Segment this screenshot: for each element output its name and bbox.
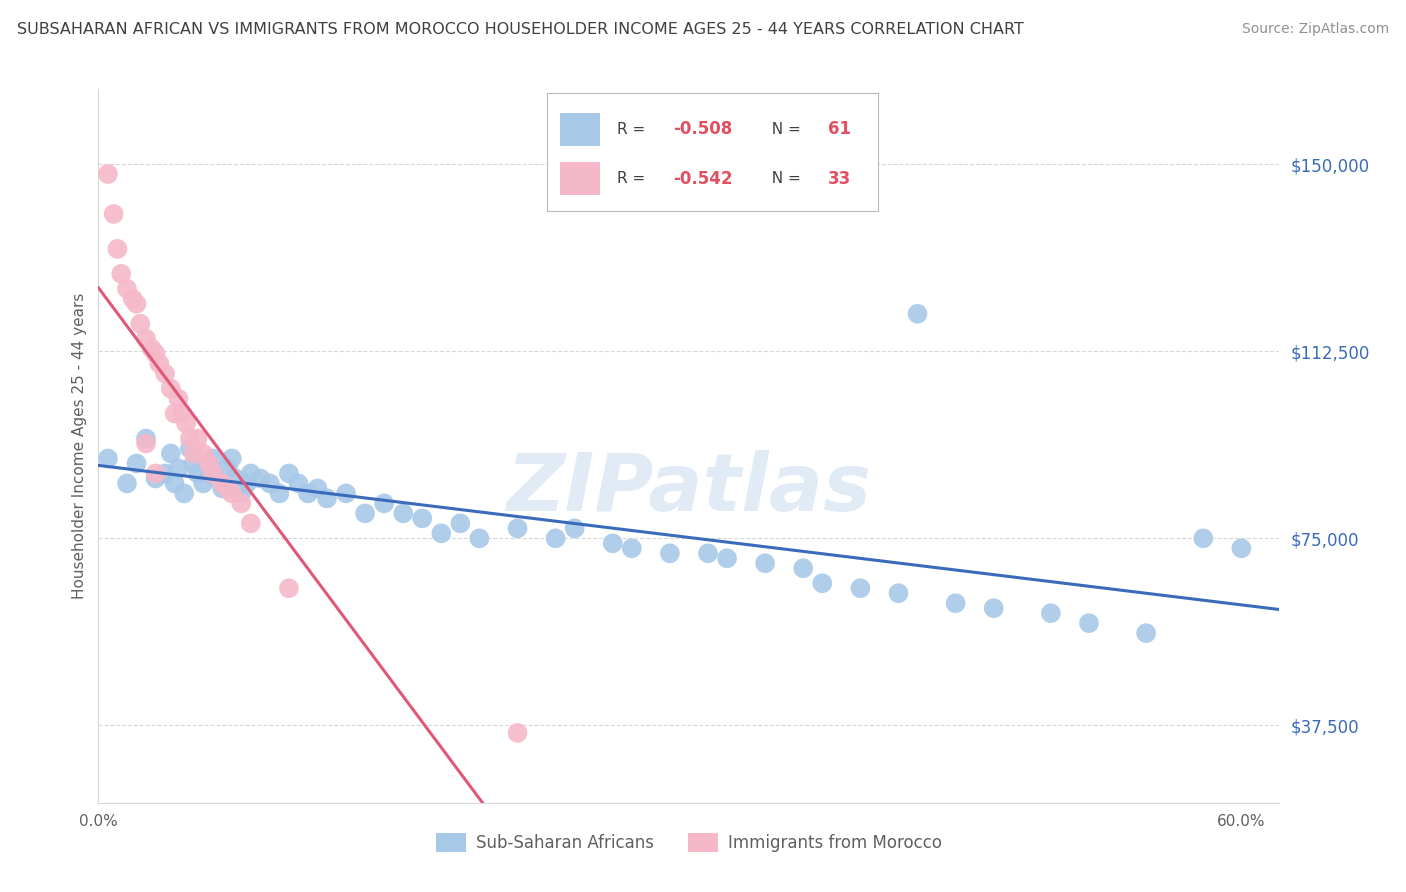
Point [887, 586, 910, 600]
Point [145, 467, 167, 481]
Point [159, 382, 181, 396]
Point [103, 207, 125, 221]
Point [198, 467, 221, 481]
Point [211, 482, 233, 496]
Text: SUBSAHARAN AFRICAN VS IMMIGRANTS FROM MOROCCO HOUSEHOLDER INCOME AGES 25 - 44 YE: SUBSAHARAN AFRICAN VS IMMIGRANTS FROM MO… [17, 22, 1024, 37]
Point [179, 432, 201, 446]
Point [1135, 626, 1157, 640]
Point [907, 307, 929, 321]
Point [239, 467, 262, 481]
Point [115, 282, 138, 296]
Point [468, 531, 491, 545]
Point [135, 432, 157, 446]
Point [392, 507, 415, 521]
Point [135, 436, 157, 450]
Point [849, 581, 872, 595]
Point [287, 476, 309, 491]
Point [754, 556, 776, 570]
Point [174, 417, 197, 431]
Point [163, 476, 186, 491]
Point [97, 167, 120, 181]
Point [186, 432, 208, 446]
Point [297, 486, 319, 500]
Point [564, 521, 586, 535]
Point [135, 332, 157, 346]
Point [153, 367, 176, 381]
Point [148, 357, 170, 371]
Point [217, 461, 239, 475]
Point [221, 451, 243, 466]
Point [205, 471, 228, 485]
Point [335, 486, 357, 500]
Point [172, 407, 194, 421]
Point [231, 486, 253, 500]
Point [198, 457, 221, 471]
Point [658, 546, 681, 560]
Point [129, 317, 152, 331]
Point [173, 486, 195, 500]
Point [1078, 616, 1101, 631]
Legend: Sub-Saharan Africans, Immigrants from Morocco: Sub-Saharan Africans, Immigrants from Mo… [430, 826, 948, 859]
Point [159, 446, 181, 460]
Point [249, 471, 271, 485]
Point [217, 482, 239, 496]
Point [225, 471, 247, 485]
Point [125, 457, 148, 471]
Text: Source: ZipAtlas.com: Source: ZipAtlas.com [1241, 22, 1389, 37]
Point [193, 476, 215, 491]
Point [544, 531, 567, 545]
Point [716, 551, 738, 566]
Point [1192, 531, 1215, 545]
Point [449, 516, 471, 531]
Point [373, 496, 395, 510]
Y-axis label: Householder Income Ages 25 - 44 years: Householder Income Ages 25 - 44 years [72, 293, 87, 599]
Point [221, 486, 243, 500]
Point [163, 407, 186, 421]
Point [97, 451, 120, 466]
Point [121, 292, 143, 306]
Point [145, 347, 167, 361]
Point [316, 491, 339, 506]
Point [239, 516, 262, 531]
Point [269, 486, 291, 500]
Point [201, 451, 224, 466]
Point [506, 521, 529, 535]
Point [167, 392, 190, 406]
Point [236, 476, 259, 491]
Point [107, 242, 129, 256]
Point [307, 482, 329, 496]
Point [945, 596, 967, 610]
Point [193, 446, 215, 460]
Point [211, 476, 233, 491]
Point [506, 726, 529, 740]
Point [811, 576, 834, 591]
Point [183, 457, 205, 471]
Point [186, 467, 208, 481]
Point [602, 536, 624, 550]
Point [179, 442, 201, 456]
Text: ZIPatlas: ZIPatlas [506, 450, 872, 528]
Point [125, 297, 148, 311]
Point [145, 471, 167, 485]
Point [697, 546, 720, 560]
Point [259, 476, 281, 491]
Point [354, 507, 377, 521]
Point [201, 467, 224, 481]
Point [153, 467, 176, 481]
Point [1039, 606, 1062, 620]
Point [167, 461, 190, 475]
Point [141, 342, 163, 356]
Point [792, 561, 814, 575]
Point [110, 267, 132, 281]
Point [1230, 541, 1253, 556]
Point [620, 541, 643, 556]
Point [411, 511, 433, 525]
Point [277, 467, 299, 481]
Point [277, 581, 299, 595]
Point [183, 446, 205, 460]
Point [115, 476, 138, 491]
Point [983, 601, 1005, 615]
Point [430, 526, 453, 541]
Point [231, 496, 253, 510]
